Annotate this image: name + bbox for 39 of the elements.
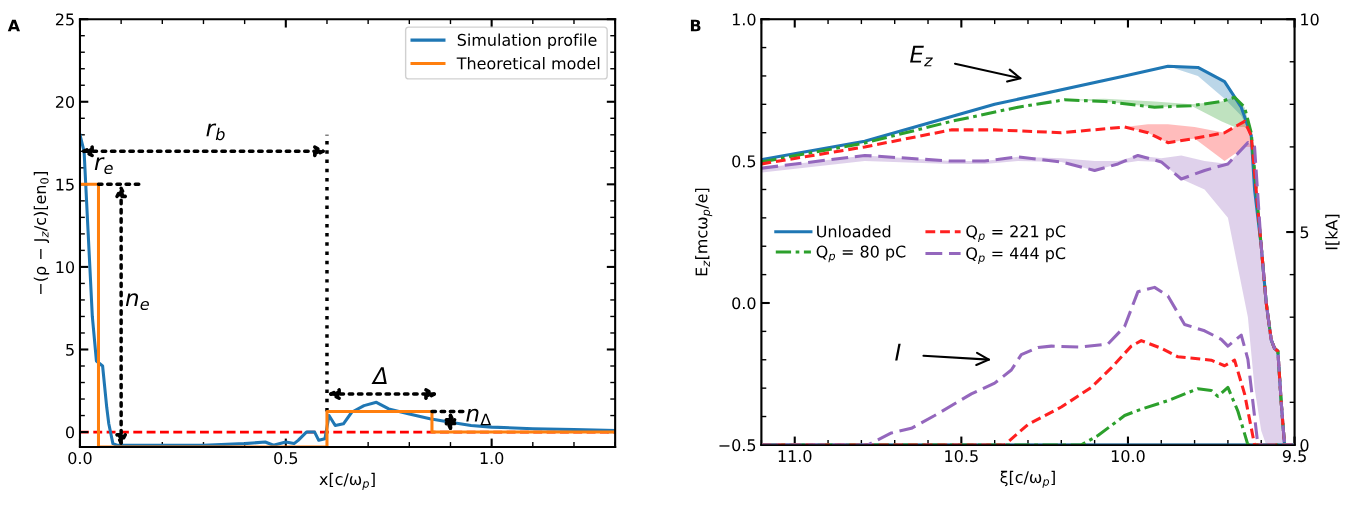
annotation: I (895, 343, 901, 361)
annotation: Δ (371, 367, 387, 384)
y-tick-label: −0.5 (719, 439, 756, 452)
x-tick-label: 10.5 (945, 450, 978, 463)
annotation: n$_{e}$ (125, 293, 149, 311)
y-tick-label: 1.0 (732, 13, 756, 26)
legend-label: Q$_{p}$ = 444 pC (966, 247, 1066, 264)
x-tick-label: 10.0 (1111, 450, 1145, 463)
x-axis-title: ξ[c/ω$_{p}$] (1000, 470, 1055, 488)
y-tick-label: 0.5 (732, 155, 756, 168)
y-tick-label: 25 (55, 13, 74, 26)
x-tick-label: 0.5 (274, 452, 298, 465)
x-tick-label: 11.0 (778, 450, 812, 463)
y-axis-title: −(ρ − J$_{z}$/c)[en$_{0}$] (33, 171, 50, 294)
legend-label: Theoretical model (456, 57, 600, 70)
legend-label: Q$_{p}$ = 221 pC (966, 225, 1066, 243)
annotation: r$_{e}$ (94, 157, 113, 175)
x-tick-label: 1.0 (480, 452, 504, 465)
y-tick-label: 15 (56, 178, 74, 191)
y-axis-title: E$_{z}$[mcω$_{p}$/e] (695, 188, 713, 276)
y-tick-label: 5 (66, 343, 74, 356)
y2-axis-title: I[kA] (1325, 214, 1340, 250)
x-tick-label: 9.5 (1282, 450, 1306, 463)
chart-title: A (7, 19, 20, 32)
y-tick-label: 10 (56, 261, 75, 274)
y-tick-label: 0 (66, 426, 75, 439)
annotation: E$_{z}$ (910, 45, 933, 67)
legend-label: Simulation profile (457, 33, 597, 50)
legend-label: Q$_{p}$ = 80 pC (816, 245, 906, 263)
legend-label: Unloaded (817, 225, 891, 238)
annotation: n$_{Δ}$ (466, 408, 492, 426)
y-tick-label: 0.0 (732, 297, 756, 310)
chart-title: B (690, 19, 701, 32)
annotation: r$_{b}$ (206, 123, 225, 141)
y2-tick-label: 10 (1301, 13, 1319, 26)
y2-tick-label: 5 (1300, 226, 1309, 239)
x-axis-title: x[c/ω$_{p}$] (319, 472, 375, 490)
y-tick-label: 20 (55, 95, 75, 109)
y2-tick-label: 0 (1300, 439, 1309, 452)
